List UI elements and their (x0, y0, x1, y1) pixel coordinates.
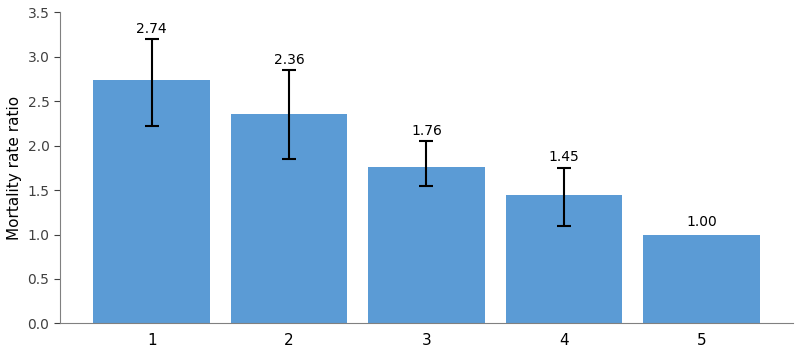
Bar (506, 195, 622, 323)
Text: 1.76: 1.76 (411, 124, 442, 138)
Text: 2.74: 2.74 (136, 22, 167, 36)
Bar (368, 167, 485, 323)
Text: 1.00: 1.00 (686, 215, 717, 229)
Bar (643, 235, 760, 323)
Text: 1.45: 1.45 (549, 150, 579, 164)
Bar (94, 80, 210, 323)
Y-axis label: Mortality rate ratio: Mortality rate ratio (7, 96, 22, 240)
Text: 2.36: 2.36 (274, 53, 305, 67)
Bar (230, 114, 347, 323)
